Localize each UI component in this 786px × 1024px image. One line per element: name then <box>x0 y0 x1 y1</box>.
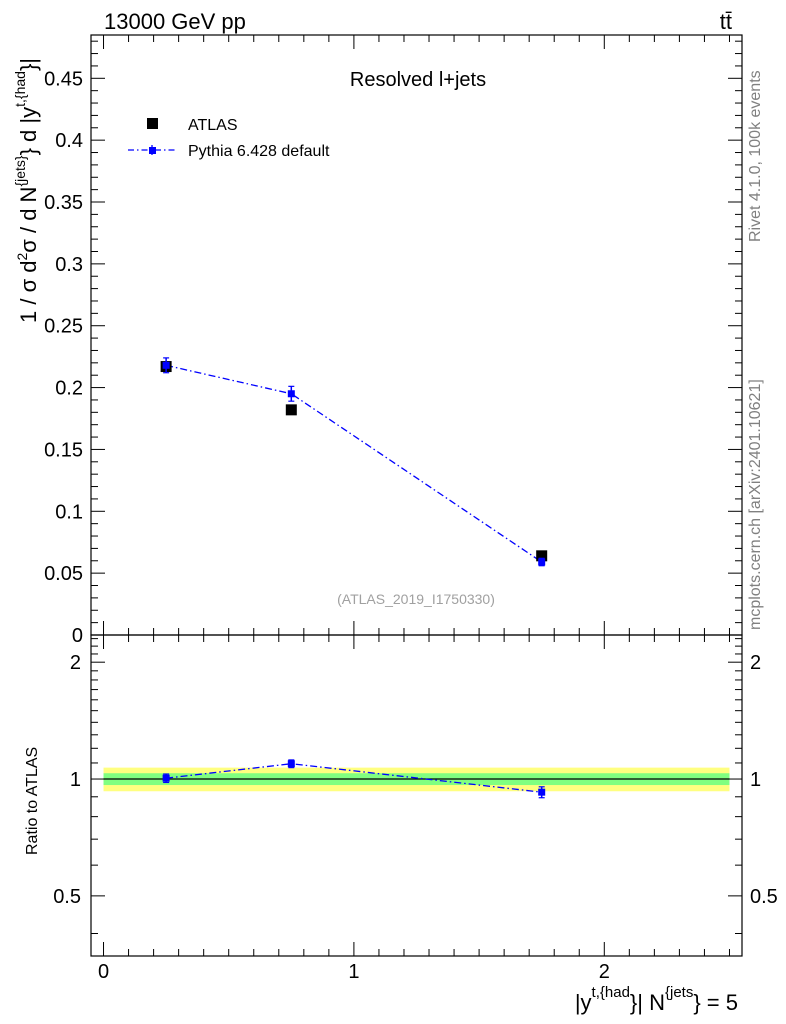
main-x-ticks <box>103 35 730 635</box>
ratio-y-tick-label-right: 2 <box>750 652 761 674</box>
main-y-tick-label: 0.15 <box>44 439 83 461</box>
legend-pythia-marker <box>149 147 156 154</box>
main-y-tick-label: 0.25 <box>44 316 83 338</box>
header-energy-label: 13000 GeV pp <box>104 9 246 34</box>
mc-series-line <box>165 364 543 563</box>
main-y-tick-label: 0.35 <box>44 192 83 214</box>
ratio-panel: 0.5 0.5 1 1 2 2 0 1 2 Ratio to ATLAS |yt,{had}|… <box>24 634 778 1015</box>
legend-atlas-label: ATLAS <box>188 117 238 134</box>
main-y-tick-label: 0.4 <box>55 130 83 152</box>
ratio-y-tick-label: 1 <box>70 769 81 791</box>
main-points <box>160 357 548 567</box>
ratio-data-point <box>162 774 170 782</box>
chart-title: Resolved l+jets <box>350 69 486 91</box>
main-y-tick-label: 0.2 <box>55 378 83 400</box>
mc-line <box>165 364 543 563</box>
mc-data-point <box>162 361 170 369</box>
main-y-tick-label: 0 <box>72 625 83 647</box>
ratio-data-point <box>538 788 546 796</box>
x-tick-label: 1 <box>348 961 359 983</box>
main-y-tick-label: 0.45 <box>44 68 83 90</box>
atlas-data-point <box>285 404 297 416</box>
main-y-tick-label: 0.3 <box>55 254 83 276</box>
x-tick-label: 2 <box>599 961 610 983</box>
legend: ATLAS Pythia 6.428 default <box>128 117 330 160</box>
main-y-tick-label: 0.05 <box>44 563 83 585</box>
ratio-x-ticks: 0 1 2 <box>98 635 730 983</box>
atlas-data-point <box>536 550 548 562</box>
ratio-y-tick-label: 2 <box>70 652 81 674</box>
rivet-version-label: Rivet 4.1.0, 100k events <box>747 70 764 242</box>
main-panel: 0 0.05 0.1 0.15 0.2 0.25 0.3 0.35 0.4 0.45 Resolv… <box>12 34 743 647</box>
legend-atlas-marker <box>147 118 158 129</box>
analysis-watermark: (ATLAS_2019_I1750330) <box>337 591 495 607</box>
ratio-y-axis-label: Ratio to ATLAS <box>24 747 41 855</box>
mc-data-point <box>287 390 295 398</box>
mc-data-point <box>538 558 546 566</box>
ratio-points <box>162 759 546 799</box>
ratio-y-tick-label: 0.5 <box>53 886 81 908</box>
main-y-tick-label: 0.1 <box>55 501 83 523</box>
ratio-frame <box>90 634 743 957</box>
ratio-y-tick-label-right: 1 <box>750 769 761 791</box>
ratio-data-point <box>287 760 295 768</box>
x-tick-label: 0 <box>98 961 109 983</box>
legend-pythia-label: Pythia 6.428 default <box>188 143 330 160</box>
ratio-y-ticks: 0.5 0.5 1 1 2 2 <box>53 638 778 934</box>
mcplots-reference-label: mcplots.cern.ch [arXiv:2401.10621] <box>747 379 764 630</box>
header-process-label: tt̄ <box>720 9 732 34</box>
main-y-ticks: 0 0.05 0.1 0.15 0.2 0.25 0.3 0.35 0.4 0.45 <box>44 40 742 647</box>
ratio-y-tick-label-right: 0.5 <box>750 886 778 908</box>
main-y-axis-label: 1 / σ d2σ / d N{jets}} d |yt,{had}| <box>12 58 41 323</box>
x-axis-label: |yt,{had}| N{jets} = 5 <box>575 984 738 1015</box>
